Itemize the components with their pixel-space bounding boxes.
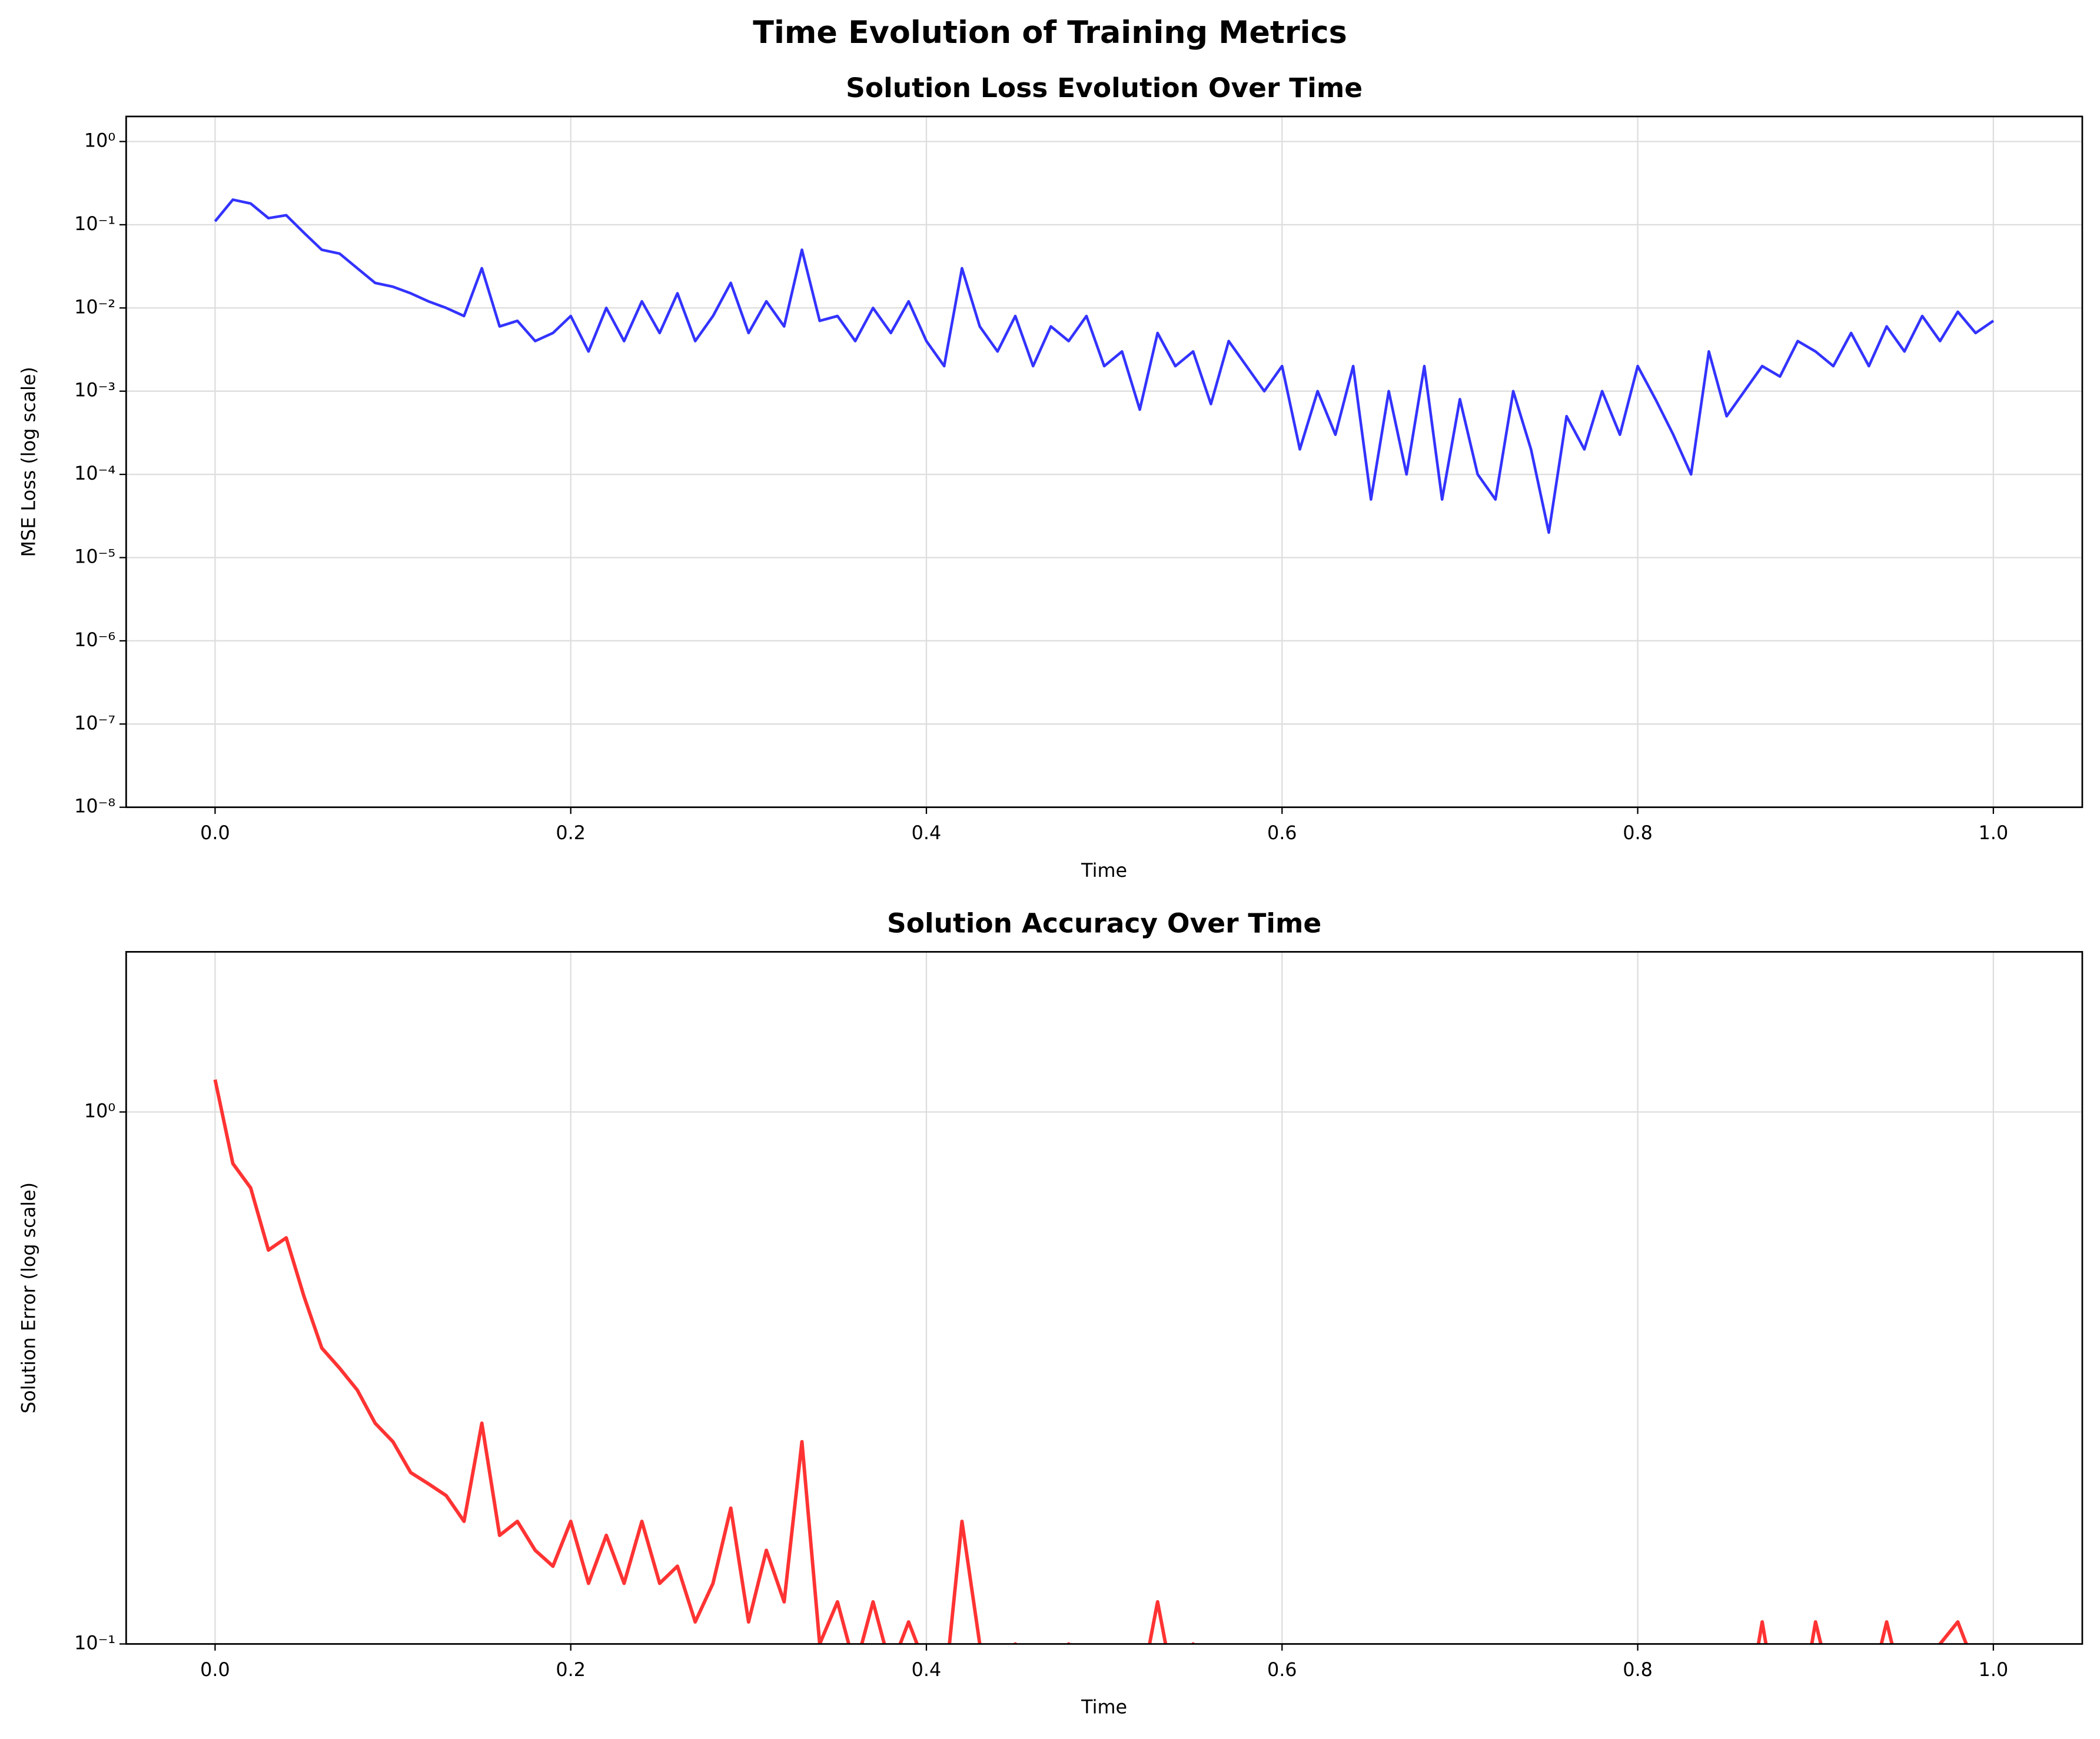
y-tick-label: 10⁻⁶ bbox=[74, 629, 115, 651]
plot-frame bbox=[125, 115, 2084, 809]
y-tick-label: 10⁻⁴ bbox=[74, 462, 115, 484]
x-tick-label: 0.6 bbox=[1267, 822, 1297, 844]
y-axis-label: Solution Error (log scale) bbox=[18, 1182, 40, 1414]
x-tick-label: 0.8 bbox=[1623, 1658, 1653, 1681]
x-tick-label: 0.4 bbox=[912, 822, 942, 844]
chart-title: Solution Accuracy Over Time bbox=[887, 907, 1321, 939]
x-tick-label: 0.2 bbox=[556, 822, 586, 844]
x-tick-label: 0.4 bbox=[912, 1658, 942, 1681]
x-tick-label: 0.0 bbox=[200, 822, 230, 844]
y-tick-label: 10⁻¹ bbox=[74, 212, 115, 235]
x-tick-label: 1.0 bbox=[1979, 822, 2009, 844]
y-tick-label: 10⁻⁵ bbox=[74, 546, 115, 568]
x-axis-label: Time bbox=[1081, 859, 1127, 882]
x-tick-label: 0.6 bbox=[1267, 1658, 1297, 1681]
line bbox=[214, 198, 1995, 534]
y-tick-label: 10⁻² bbox=[74, 295, 115, 318]
y-tick-label: 10⁰ bbox=[84, 1100, 115, 1122]
y-tick-label: 10⁰ bbox=[84, 129, 115, 151]
x-axis-label: Time bbox=[1081, 1696, 1127, 1718]
y-axis-label: MSE Loss (log scale) bbox=[18, 367, 40, 557]
x-tick-label: 0.8 bbox=[1623, 822, 1653, 844]
figure-title: Time Evolution of Training Metrics bbox=[753, 15, 1347, 51]
plot-frame bbox=[125, 951, 2084, 1645]
y-tick-label: 10⁻⁷ bbox=[74, 711, 115, 734]
line bbox=[213, 1079, 1968, 1644]
x-tick-label: 1.0 bbox=[1979, 1658, 2009, 1681]
y-tick-label: 10⁻⁸ bbox=[74, 795, 115, 817]
y-tick-label: 10⁻³ bbox=[74, 379, 115, 401]
x-tick-label: 0.0 bbox=[200, 1658, 230, 1681]
chart-title: Solution Loss Evolution Over Time bbox=[846, 72, 1363, 104]
y-tick-label: 10⁻¹ bbox=[74, 1631, 115, 1654]
x-tick-label: 0.2 bbox=[556, 1658, 586, 1681]
